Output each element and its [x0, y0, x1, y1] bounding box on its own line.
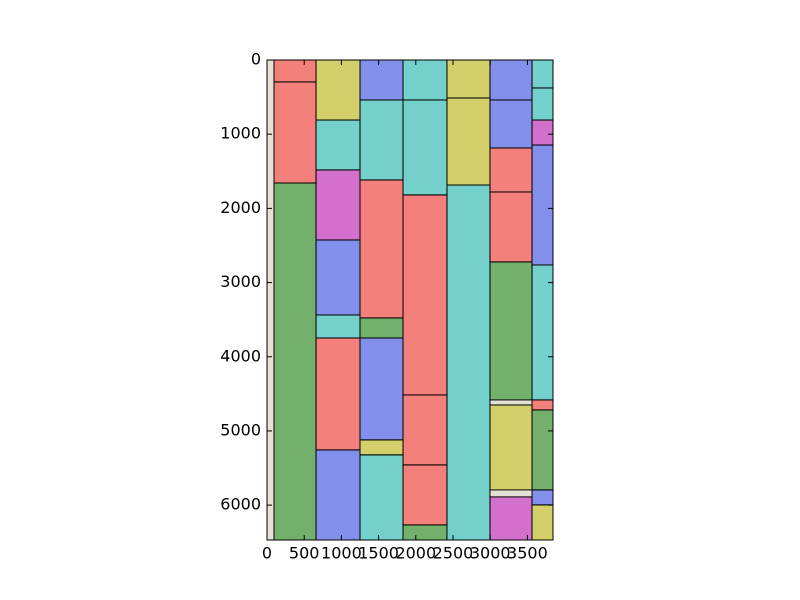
region-box	[359, 59, 404, 101]
region-box	[489, 496, 533, 541]
region-box	[531, 59, 554, 89]
region-box	[359, 179, 404, 319]
region-box	[489, 147, 533, 193]
region-box	[489, 261, 533, 401]
region-box	[531, 504, 554, 541]
region-box	[273, 81, 317, 184]
region-box	[359, 337, 404, 441]
x-tick-label: 500	[289, 544, 320, 563]
region-box	[359, 99, 404, 181]
y-tick-label: 6000	[220, 495, 261, 514]
region-box	[446, 97, 491, 186]
y-tick-label: 0	[251, 50, 261, 69]
region-box	[273, 182, 317, 541]
region-box	[402, 464, 448, 526]
region-box	[446, 184, 491, 541]
region-box	[531, 144, 554, 266]
region-box	[359, 317, 404, 339]
region-box	[489, 59, 533, 101]
region-box	[315, 239, 361, 316]
y-tick-label: 1000	[220, 124, 261, 143]
region-box	[531, 87, 554, 121]
x-tick-label: 0	[262, 544, 272, 563]
x-tick-label: 3500	[507, 544, 548, 563]
region-box	[531, 264, 554, 401]
y-tick-label: 2000	[220, 198, 261, 217]
region-box	[315, 169, 361, 241]
region-box	[359, 439, 404, 456]
x-tick-label: 1500	[358, 544, 399, 563]
region-box	[359, 454, 404, 541]
region-box	[315, 119, 361, 171]
region-box	[402, 194, 448, 396]
region-box	[315, 314, 361, 339]
region-box	[531, 489, 554, 506]
region-box	[273, 59, 317, 83]
x-tick-label: 1000	[321, 544, 362, 563]
y-tick-label: 4000	[220, 346, 261, 365]
region-box	[402, 524, 448, 541]
region-box	[402, 99, 448, 196]
region-box	[489, 99, 533, 149]
region-box	[402, 59, 448, 101]
region-box	[489, 404, 533, 491]
region-box	[315, 449, 361, 541]
region-box	[489, 191, 533, 263]
region-box	[531, 119, 554, 146]
region-box	[531, 409, 554, 491]
x-tick-label: 3000	[470, 544, 511, 563]
region-box	[446, 59, 491, 99]
axes-frame	[266, 59, 554, 541]
x-tick-label: 2000	[395, 544, 436, 563]
region-box	[402, 394, 448, 466]
y-tick-label: 3000	[220, 272, 261, 291]
x-tick-label: 2500	[433, 544, 474, 563]
y-tick-label: 5000	[220, 420, 261, 439]
region-box	[315, 337, 361, 451]
region-box	[315, 59, 361, 121]
region-box	[531, 399, 554, 411]
